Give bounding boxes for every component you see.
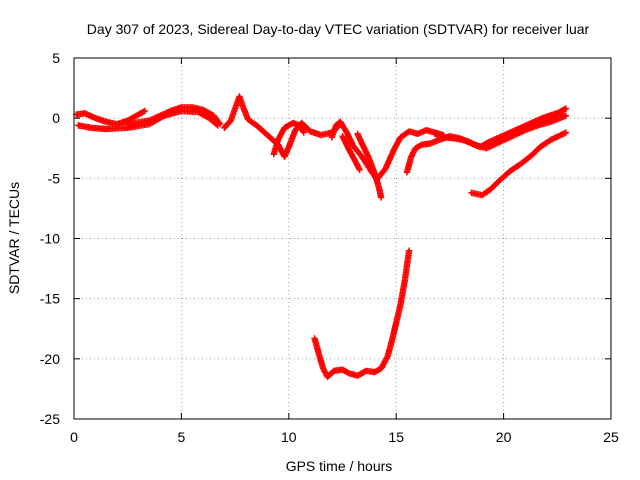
data-marker bbox=[355, 165, 363, 172]
y-tick-label: 5 bbox=[52, 50, 60, 66]
data-point bbox=[216, 120, 224, 128]
series-track-m bbox=[311, 247, 413, 381]
series-track-e bbox=[270, 119, 308, 158]
plot-frame bbox=[73, 57, 612, 420]
data-marker bbox=[140, 108, 147, 115]
y-tick-label: -25 bbox=[40, 411, 60, 427]
series-track-k bbox=[511, 105, 570, 136]
y-axis-label: SDTVAR / TECUs bbox=[6, 182, 22, 294]
series-track-h bbox=[354, 130, 385, 201]
y-tick-label: -20 bbox=[40, 351, 60, 367]
y-tick-label: 0 bbox=[52, 110, 60, 126]
x-tick-label: 15 bbox=[388, 429, 404, 445]
data-point bbox=[405, 247, 413, 254]
y-tick-label: -5 bbox=[48, 170, 61, 186]
x-axis-label: GPS time / hours bbox=[286, 458, 393, 474]
x-tick-label: 25 bbox=[603, 429, 619, 445]
x-tick-label: 5 bbox=[178, 429, 186, 445]
data-point bbox=[377, 194, 385, 201]
series-track-a bbox=[72, 107, 149, 128]
data-point bbox=[562, 129, 570, 136]
x-tick-label: 10 bbox=[281, 429, 297, 445]
chart-title: Day 307 of 2023, Sidereal Day-to-day VTE… bbox=[87, 21, 590, 37]
x-tick-label: 0 bbox=[70, 429, 78, 445]
data-point bbox=[562, 112, 570, 119]
data-point bbox=[562, 105, 570, 112]
data-marker bbox=[299, 128, 307, 135]
data-marker bbox=[215, 119, 223, 127]
data-series bbox=[72, 93, 570, 381]
data-point bbox=[300, 129, 308, 136]
x-tick-label: 20 bbox=[496, 429, 512, 445]
series-track-c bbox=[124, 104, 224, 128]
series-track-l bbox=[468, 129, 570, 199]
grid bbox=[74, 58, 611, 419]
data-point bbox=[141, 107, 149, 115]
y-tick-label: -10 bbox=[40, 231, 60, 247]
y-tick-label: -15 bbox=[40, 291, 60, 307]
series-track-g bbox=[339, 133, 363, 174]
data-point bbox=[356, 166, 363, 174]
